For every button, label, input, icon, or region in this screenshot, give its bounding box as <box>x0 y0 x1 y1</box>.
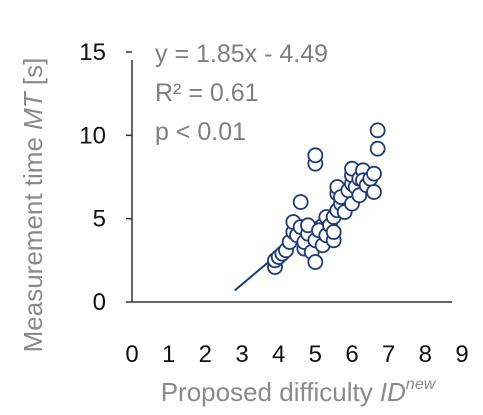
y-axis-title-text: Measurement time <box>18 130 48 353</box>
x-axis-title-italic: ID <box>380 377 406 407</box>
r-squared-label: R² = 0.61 <box>155 79 259 107</box>
x-axis-title-sup: new <box>406 376 437 393</box>
y-axis-title: Measurement time MT [s] <box>18 58 48 353</box>
x-tick-label: 4 <box>272 341 285 368</box>
x-tick-label: 9 <box>455 341 468 368</box>
x-tick-label: 8 <box>419 341 432 368</box>
x-axis-title: Proposed difficulty IDnew <box>161 376 437 407</box>
x-tick-label: 1 <box>162 341 175 368</box>
x-axis-title-text: Proposed difficulty <box>161 377 380 407</box>
y-tick-label: 10 <box>79 122 106 149</box>
x-tick-label: 6 <box>345 341 358 368</box>
data-point <box>366 165 382 182</box>
y-axis-title-unit: [s] <box>18 58 48 93</box>
x-tick-label: 3 <box>235 341 248 368</box>
x-tick-label: 0 <box>125 341 138 368</box>
y-tick-label: 5 <box>93 206 106 233</box>
data-points <box>267 122 386 275</box>
x-tick-label: 7 <box>382 341 395 368</box>
x-tick-label: 2 <box>199 341 212 368</box>
y-tick-label: 0 <box>93 289 106 316</box>
data-point <box>369 140 386 157</box>
y-tick-label: 15 <box>79 39 106 66</box>
p-value-label: p < 0.01 <box>155 118 246 146</box>
y-axis-title-italic: MT <box>18 90 48 130</box>
regression-equation: y = 1.85x - 4.49 <box>155 40 328 68</box>
annotation-block: y = 1.85x - 4.49 R² = 0.61 p < 0.01 <box>155 40 328 146</box>
x-tick-label: 5 <box>309 341 322 368</box>
y-axis-ticks: 0 5 10 15 <box>79 39 132 316</box>
data-point <box>307 147 324 164</box>
data-point <box>369 122 386 139</box>
data-point <box>325 224 342 240</box>
data-point <box>307 254 324 270</box>
data-point <box>292 194 309 210</box>
data-point <box>366 184 382 200</box>
